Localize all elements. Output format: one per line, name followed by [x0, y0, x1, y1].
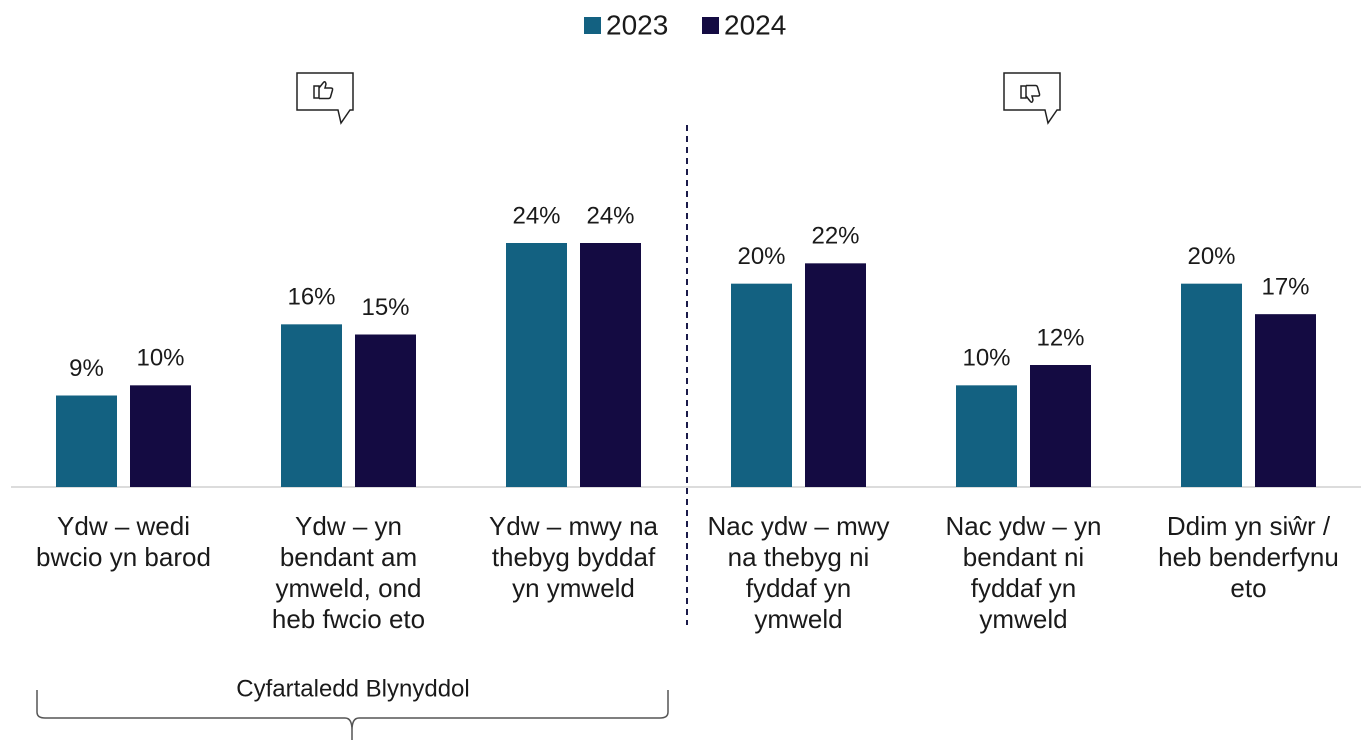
bar — [281, 324, 342, 487]
bar — [506, 243, 567, 487]
value-label: 17% — [1261, 274, 1309, 301]
x-tick-label: Nac ydw – mwy na thebyg ni fyddaf yn ymw… — [707, 511, 890, 634]
thumbs-down-icon — [1003, 72, 1061, 125]
thumbs-up-icon — [296, 72, 354, 125]
legend-label: 2024 — [724, 9, 786, 40]
x-tick-label: Ydw – mwy na thebyg byddaf yn ymweld — [488, 511, 659, 603]
bar — [580, 243, 641, 487]
value-label: 15% — [361, 294, 409, 321]
value-label: 22% — [811, 223, 859, 250]
bar — [1255, 314, 1316, 487]
legend-swatch — [584, 17, 601, 34]
x-tick-label: Ydw – yn bendant am ymweld, ond heb fwci… — [271, 511, 426, 634]
x-tick-label: Ydw – wedi bwcio yn barod — [36, 511, 211, 572]
value-label: 24% — [586, 202, 634, 229]
value-label: 12% — [1036, 324, 1084, 351]
value-label: 16% — [287, 284, 335, 311]
annotation: Cyfartaledd Blynyddol — [236, 675, 469, 702]
value-label: 9% — [69, 355, 104, 382]
value-label: 24% — [512, 202, 560, 229]
legend-swatch — [702, 17, 719, 34]
bar — [731, 283, 792, 487]
bar — [355, 334, 416, 487]
bar — [956, 385, 1017, 487]
legend-label: 2023 — [606, 9, 668, 40]
bar — [805, 263, 866, 487]
value-label: 20% — [737, 243, 785, 270]
bar — [1030, 365, 1091, 487]
value-label: 10% — [136, 345, 184, 372]
value-label: 10% — [962, 345, 1010, 372]
bar — [130, 385, 191, 487]
bar — [1181, 283, 1242, 487]
value-label: 20% — [1187, 243, 1235, 270]
x-tick-label: Nac ydw – yn bendant ni fyddaf yn ymweld — [945, 511, 1102, 634]
brace — [36, 690, 669, 740]
x-tick-label: Ddim yn siŵr / heb benderfynu eto — [1158, 511, 1339, 603]
bar — [56, 395, 117, 487]
